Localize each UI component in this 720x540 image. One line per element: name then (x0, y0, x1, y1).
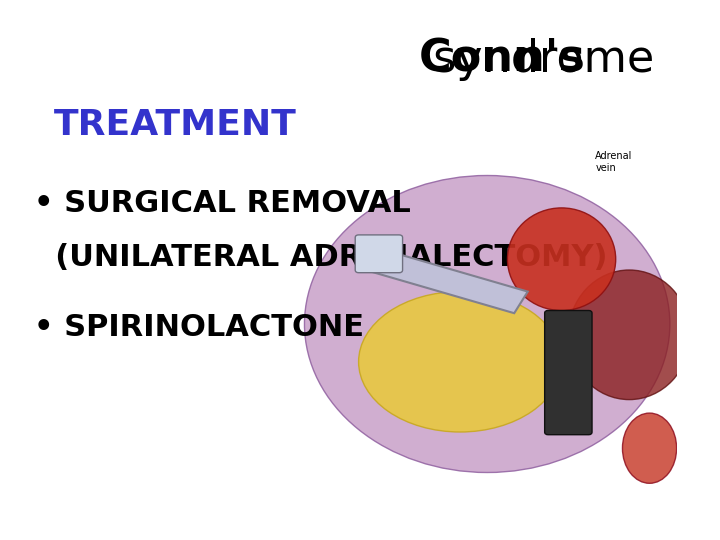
FancyBboxPatch shape (544, 310, 592, 435)
Text: • SPIRINOLACTONE: • SPIRINOLACTONE (34, 313, 364, 342)
FancyBboxPatch shape (355, 235, 402, 273)
Ellipse shape (359, 292, 562, 432)
Polygon shape (365, 248, 528, 313)
Ellipse shape (568, 270, 690, 400)
Text: Conn's: Conn's (418, 38, 585, 81)
Ellipse shape (623, 413, 677, 483)
Text: syndrome: syndrome (420, 38, 654, 81)
Text: (UNILATERAL ADRENALECTOMY): (UNILATERAL ADRENALECTOMY) (34, 243, 608, 272)
Ellipse shape (508, 208, 616, 310)
Text: TREATMENT: TREATMENT (54, 108, 297, 142)
Text: • SURGICAL REMOVAL: • SURGICAL REMOVAL (34, 189, 410, 218)
Ellipse shape (305, 176, 670, 472)
Text: Adrenal
vein: Adrenal vein (595, 151, 633, 173)
